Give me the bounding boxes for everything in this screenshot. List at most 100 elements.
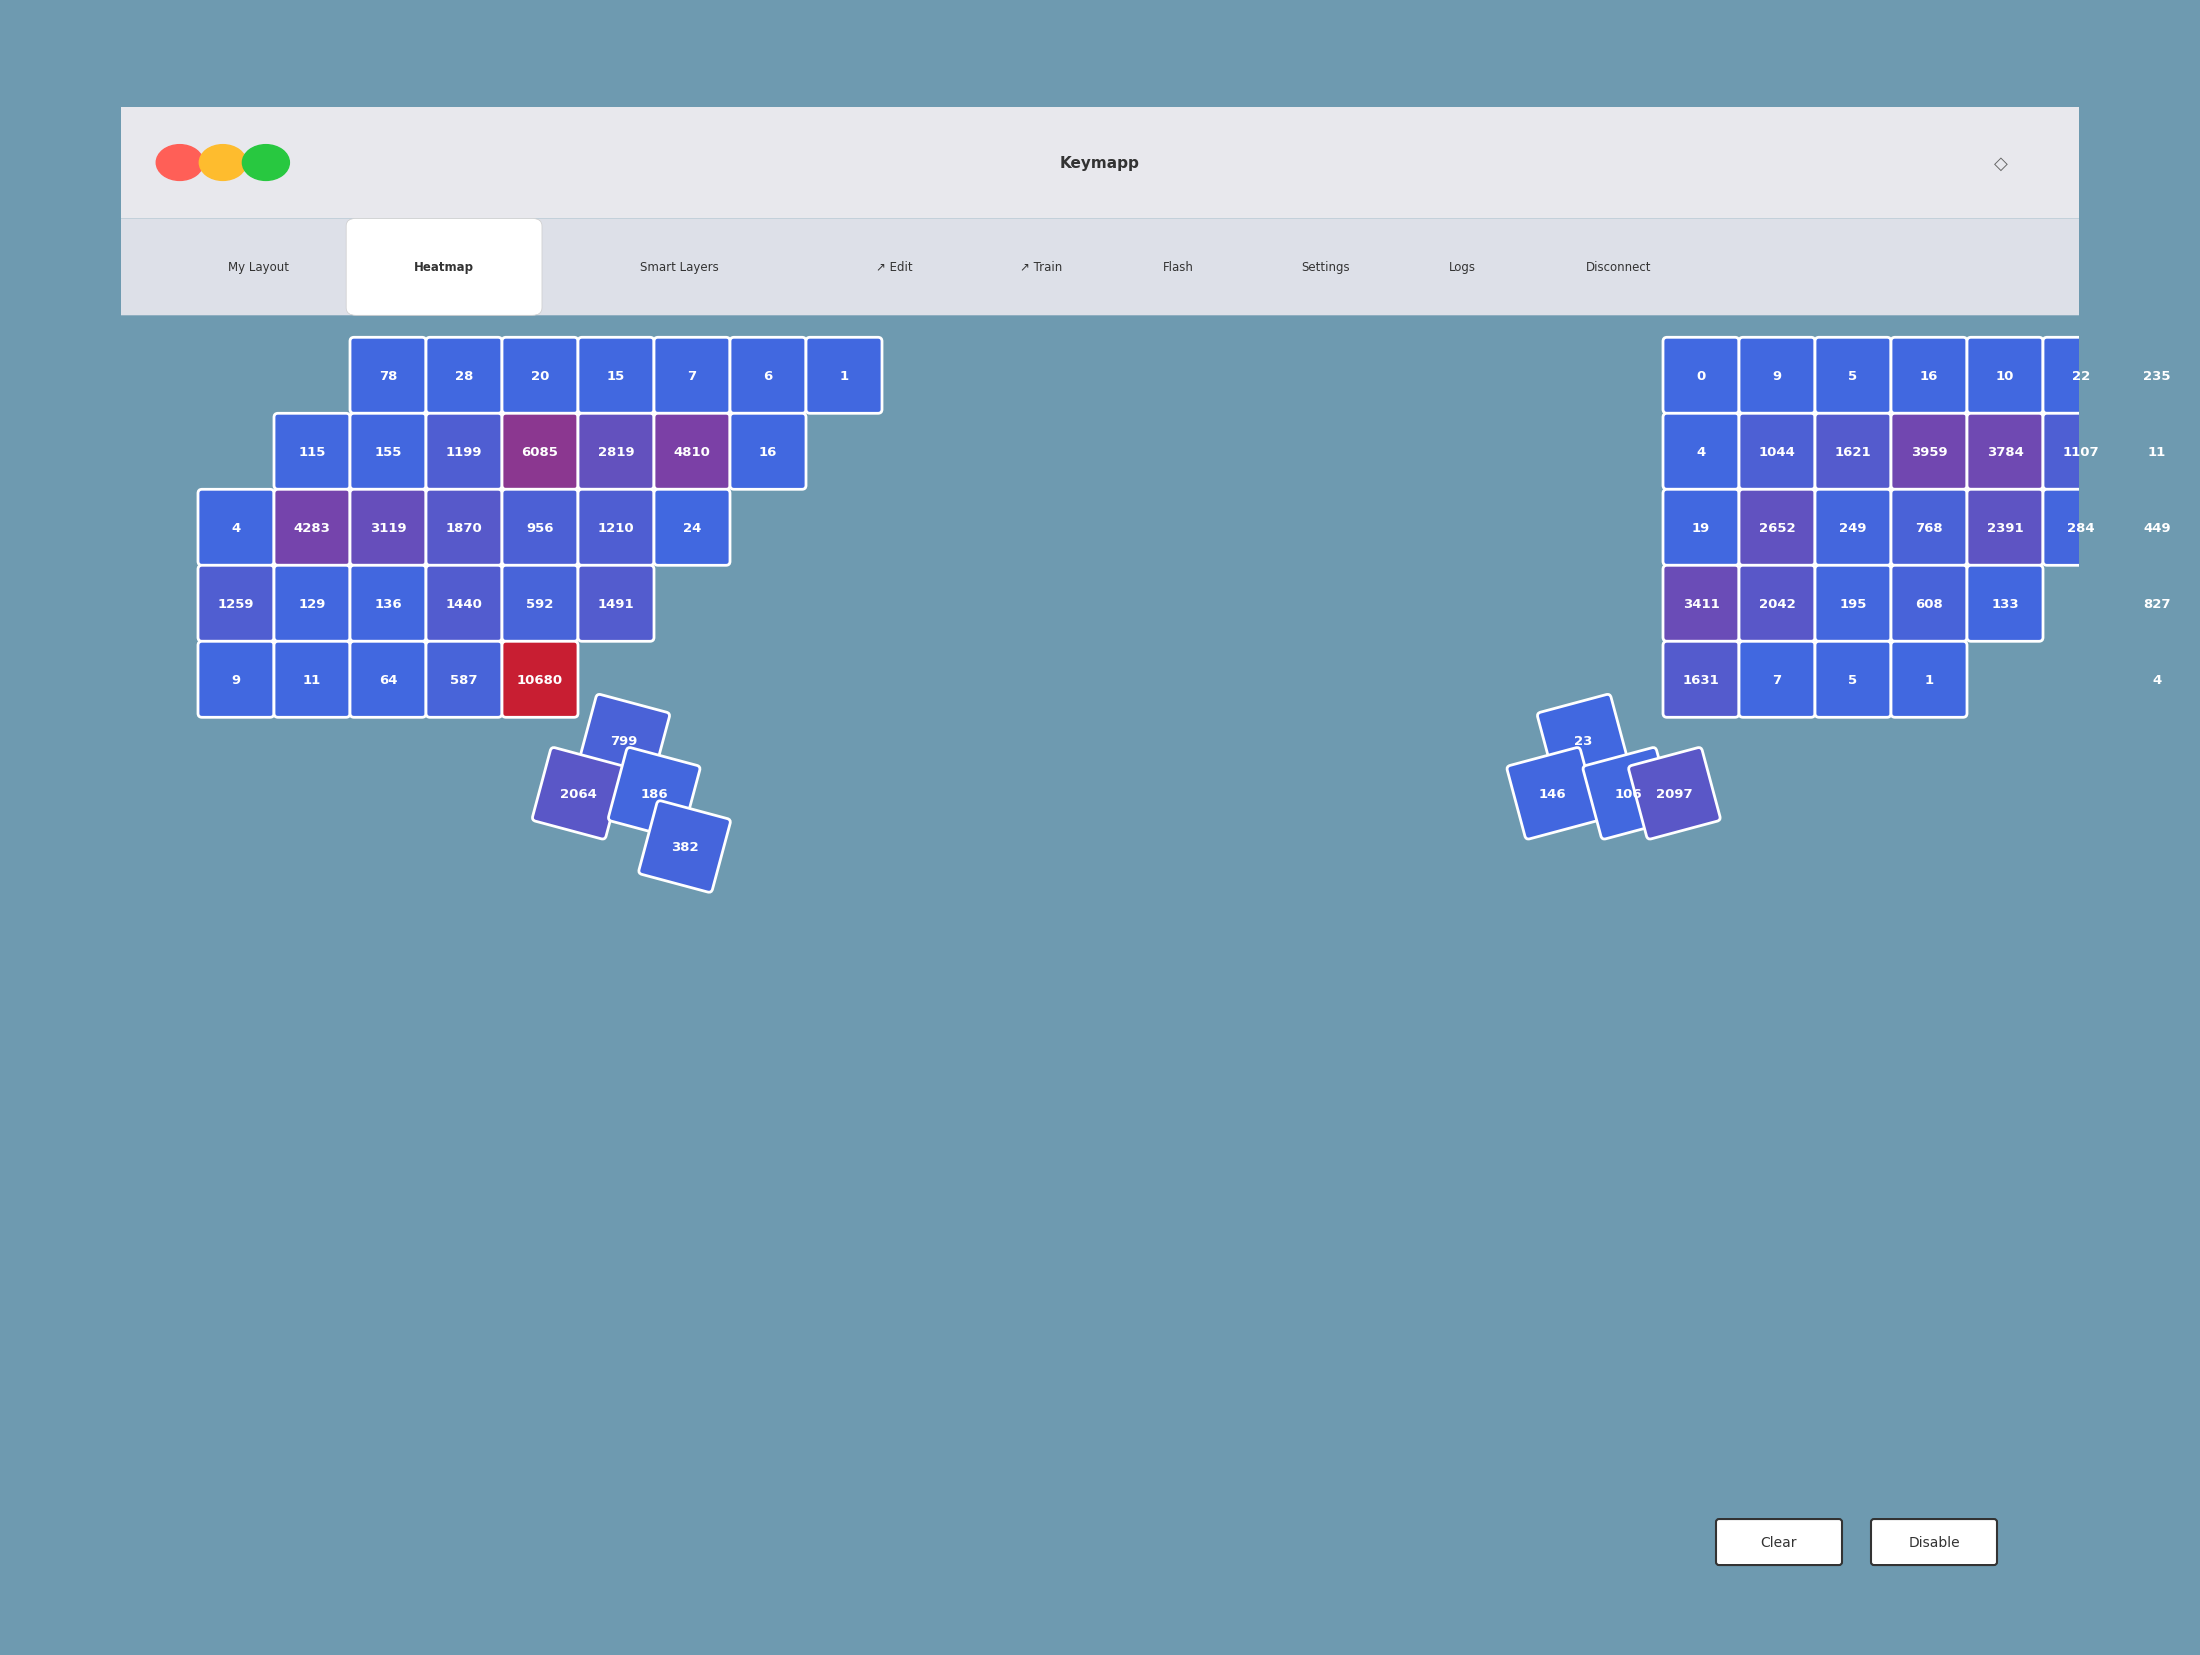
- FancyBboxPatch shape: [350, 414, 427, 490]
- FancyBboxPatch shape: [730, 414, 805, 490]
- Text: Settings: Settings: [1300, 261, 1349, 275]
- FancyBboxPatch shape: [350, 490, 427, 566]
- FancyBboxPatch shape: [1892, 490, 1967, 566]
- Text: 2097: 2097: [1657, 788, 1692, 801]
- Text: ↗ Edit: ↗ Edit: [876, 261, 913, 275]
- Text: ↗ Train: ↗ Train: [1021, 261, 1063, 275]
- FancyBboxPatch shape: [1967, 414, 2044, 490]
- Text: 956: 956: [526, 521, 554, 535]
- Text: Keymapp: Keymapp: [1060, 156, 1140, 170]
- FancyBboxPatch shape: [2044, 338, 2119, 414]
- Text: 449: 449: [2143, 521, 2171, 535]
- Text: 16: 16: [1921, 369, 1938, 382]
- Text: 768: 768: [1916, 521, 1943, 535]
- FancyBboxPatch shape: [345, 218, 541, 316]
- FancyBboxPatch shape: [275, 490, 350, 566]
- FancyBboxPatch shape: [275, 414, 350, 490]
- FancyBboxPatch shape: [1663, 338, 1738, 414]
- Text: 1: 1: [1925, 674, 1934, 687]
- Text: 155: 155: [374, 445, 403, 458]
- Circle shape: [156, 146, 202, 182]
- FancyBboxPatch shape: [2119, 490, 2196, 566]
- Text: 799: 799: [609, 735, 638, 746]
- Text: 3784: 3784: [1987, 445, 2024, 458]
- FancyBboxPatch shape: [1738, 414, 1815, 490]
- FancyBboxPatch shape: [579, 695, 669, 786]
- FancyBboxPatch shape: [730, 338, 805, 414]
- Text: 4: 4: [231, 521, 240, 535]
- FancyBboxPatch shape: [198, 490, 275, 566]
- FancyBboxPatch shape: [2044, 414, 2119, 490]
- Text: 186: 186: [640, 788, 669, 801]
- Text: 1259: 1259: [218, 597, 255, 611]
- Text: 133: 133: [1991, 597, 2020, 611]
- Text: 382: 382: [671, 841, 697, 854]
- FancyBboxPatch shape: [2119, 338, 2196, 414]
- Text: Heatmap: Heatmap: [414, 261, 473, 275]
- Text: 235: 235: [2143, 369, 2171, 382]
- FancyBboxPatch shape: [1892, 566, 1967, 642]
- FancyBboxPatch shape: [805, 338, 882, 414]
- FancyBboxPatch shape: [609, 748, 700, 839]
- FancyBboxPatch shape: [653, 490, 730, 566]
- FancyBboxPatch shape: [121, 108, 2079, 218]
- FancyBboxPatch shape: [1967, 338, 2044, 414]
- Text: 7: 7: [686, 369, 697, 382]
- Text: 2652: 2652: [1758, 521, 1795, 535]
- Text: 19: 19: [1692, 521, 1709, 535]
- Text: 11: 11: [2147, 445, 2167, 458]
- FancyBboxPatch shape: [579, 566, 653, 642]
- Text: 1: 1: [840, 369, 849, 382]
- FancyBboxPatch shape: [653, 414, 730, 490]
- FancyBboxPatch shape: [1663, 566, 1738, 642]
- Text: 20: 20: [530, 369, 550, 382]
- FancyBboxPatch shape: [121, 218, 2079, 316]
- Text: 1491: 1491: [598, 597, 634, 611]
- Text: 1870: 1870: [447, 521, 482, 535]
- FancyBboxPatch shape: [427, 338, 502, 414]
- Text: 1199: 1199: [447, 445, 482, 458]
- Text: 3119: 3119: [370, 521, 407, 535]
- Circle shape: [242, 146, 290, 182]
- Text: 7: 7: [1773, 674, 1782, 687]
- Text: 2819: 2819: [598, 445, 634, 458]
- FancyBboxPatch shape: [1892, 414, 1967, 490]
- FancyBboxPatch shape: [502, 642, 579, 718]
- FancyBboxPatch shape: [1584, 748, 1674, 839]
- FancyBboxPatch shape: [1967, 566, 2044, 642]
- Text: 195: 195: [1839, 597, 1866, 611]
- Text: 11: 11: [304, 674, 321, 687]
- Text: 592: 592: [526, 597, 554, 611]
- Text: 4810: 4810: [673, 445, 711, 458]
- Text: 28: 28: [455, 369, 473, 382]
- Text: 2391: 2391: [1987, 521, 2024, 535]
- FancyBboxPatch shape: [638, 801, 730, 892]
- Text: 4: 4: [1696, 445, 1705, 458]
- FancyBboxPatch shape: [350, 338, 427, 414]
- FancyBboxPatch shape: [427, 566, 502, 642]
- FancyBboxPatch shape: [275, 566, 350, 642]
- FancyBboxPatch shape: [1663, 414, 1738, 490]
- FancyBboxPatch shape: [502, 338, 579, 414]
- Text: 64: 64: [378, 674, 398, 687]
- FancyBboxPatch shape: [579, 490, 653, 566]
- Text: 146: 146: [1540, 788, 1566, 801]
- FancyBboxPatch shape: [1738, 490, 1815, 566]
- Text: 4: 4: [2152, 674, 2163, 687]
- FancyBboxPatch shape: [1538, 695, 1628, 786]
- Circle shape: [200, 146, 246, 182]
- Text: My Layout: My Layout: [227, 261, 288, 275]
- FancyBboxPatch shape: [1663, 490, 1738, 566]
- Text: 5: 5: [1848, 674, 1857, 687]
- Text: 1621: 1621: [1835, 445, 1872, 458]
- Text: 22: 22: [2072, 369, 2090, 382]
- FancyBboxPatch shape: [2119, 414, 2196, 490]
- Text: 1631: 1631: [1683, 674, 1720, 687]
- FancyBboxPatch shape: [1738, 566, 1815, 642]
- FancyBboxPatch shape: [198, 642, 275, 718]
- FancyBboxPatch shape: [653, 338, 730, 414]
- Text: Smart Layers: Smart Layers: [640, 261, 719, 275]
- Text: 78: 78: [378, 369, 398, 382]
- FancyBboxPatch shape: [2119, 642, 2196, 718]
- FancyBboxPatch shape: [427, 414, 502, 490]
